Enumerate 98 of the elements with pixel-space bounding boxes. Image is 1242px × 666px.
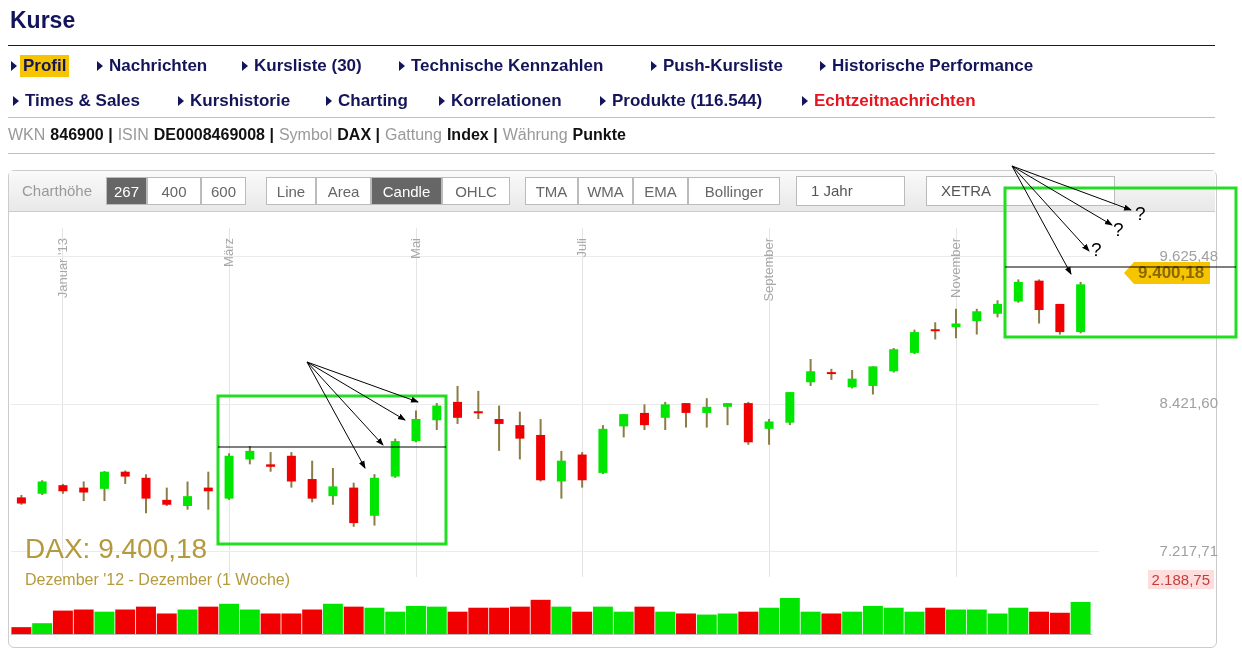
text: ISIN bbox=[117, 126, 149, 144]
candlestick bbox=[79, 480, 89, 503]
candlestick bbox=[162, 486, 172, 507]
text: Index | bbox=[446, 126, 498, 144]
candlestick bbox=[307, 459, 317, 504]
text: Korrelationen bbox=[450, 90, 563, 112]
candlestick bbox=[328, 467, 338, 506]
candlestick bbox=[847, 369, 857, 390]
candlestick bbox=[702, 397, 712, 429]
bar bbox=[177, 609, 198, 634]
text: Historische Performance bbox=[831, 55, 1035, 77]
text: DAX | bbox=[337, 126, 380, 144]
candlestick bbox=[515, 410, 525, 461]
bar bbox=[322, 603, 343, 634]
x-tick-label: November bbox=[947, 237, 963, 298]
candlestick bbox=[681, 402, 691, 429]
text: Line bbox=[266, 177, 316, 205]
text: 2.188,75 bbox=[1147, 570, 1214, 589]
bar bbox=[198, 606, 219, 634]
text: WMA bbox=[578, 177, 633, 205]
bar bbox=[572, 611, 593, 634]
text: 267 bbox=[106, 177, 147, 205]
bar bbox=[551, 606, 572, 634]
bar bbox=[32, 623, 53, 634]
text: Produkte (116.544) bbox=[611, 90, 764, 112]
text: ? bbox=[1113, 219, 1124, 241]
candlestick bbox=[473, 389, 483, 421]
candlestick bbox=[1013, 278, 1023, 304]
text: Charthöhe bbox=[22, 182, 93, 199]
text: OHLC bbox=[442, 177, 510, 205]
bar bbox=[821, 613, 842, 634]
text: Punkte bbox=[572, 126, 626, 144]
candlestick bbox=[619, 413, 629, 439]
x-tick-label: Januar '13 bbox=[54, 238, 70, 299]
y-tick-label: 7.217,71 bbox=[1159, 541, 1218, 559]
annotation: DAX: 9.400,18 bbox=[25, 533, 208, 565]
text: XETRA bbox=[926, 176, 1115, 206]
text: 846900 | bbox=[50, 126, 113, 144]
bar bbox=[343, 606, 364, 634]
candlestick bbox=[723, 402, 733, 427]
text: 9.400,18 bbox=[1124, 262, 1211, 284]
text: WKN bbox=[8, 126, 46, 144]
candlestick bbox=[889, 347, 899, 374]
bar bbox=[738, 611, 759, 634]
bar bbox=[94, 611, 115, 634]
text: 600 bbox=[201, 177, 246, 205]
text: Kursliste (30) bbox=[253, 55, 363, 77]
candlestick bbox=[266, 451, 276, 473]
text: Währung bbox=[502, 126, 568, 144]
text: Times & Sales bbox=[24, 90, 141, 112]
candlestick bbox=[141, 473, 151, 515]
bar bbox=[655, 611, 676, 634]
chart-title: Kurse bbox=[10, 7, 76, 34]
text: Candle bbox=[371, 177, 442, 205]
y-tick-label: 9.625,48 bbox=[1159, 246, 1218, 264]
candlestick bbox=[99, 470, 109, 503]
candlestick bbox=[432, 402, 442, 432]
text: TMA bbox=[525, 177, 578, 205]
y-tick-label: 8.421,60 bbox=[1159, 394, 1218, 412]
text: EMA bbox=[633, 177, 688, 205]
bar bbox=[11, 627, 32, 634]
bar bbox=[676, 613, 696, 634]
text: Kurshistorie bbox=[189, 90, 292, 112]
text: Echtzeitnachrichten bbox=[813, 90, 977, 112]
x-tick-label: März bbox=[220, 238, 236, 267]
text: ? bbox=[1135, 203, 1146, 225]
candlestick bbox=[183, 480, 193, 511]
text: Nachrichten bbox=[108, 55, 209, 77]
text: Push-Kursliste bbox=[662, 55, 784, 77]
text: Bollinger bbox=[688, 177, 780, 205]
annotation: ? bbox=[1091, 239, 1102, 261]
text: Charting bbox=[337, 90, 409, 112]
text: Profil bbox=[20, 55, 70, 77]
candlestick bbox=[453, 384, 463, 425]
bar bbox=[634, 606, 655, 634]
text: Technische Kennzahlen bbox=[410, 55, 605, 77]
candlestick bbox=[639, 403, 649, 432]
text: 1 Jahr bbox=[796, 176, 905, 206]
bar bbox=[925, 607, 946, 634]
candlestick bbox=[806, 358, 816, 387]
text: Symbol bbox=[278, 126, 333, 144]
text: 400 bbox=[147, 177, 201, 205]
candlestick bbox=[972, 307, 982, 336]
candlestick bbox=[556, 449, 566, 500]
candlestick bbox=[868, 365, 878, 396]
text: Area bbox=[316, 177, 371, 205]
text: DE0008469008 | bbox=[153, 126, 274, 144]
candlestick bbox=[909, 328, 919, 356]
text: Gattung bbox=[384, 126, 442, 144]
candlestick bbox=[764, 418, 774, 446]
x-tick-label: September bbox=[760, 237, 776, 302]
candlestick bbox=[411, 409, 421, 444]
x-tick-label: Mai bbox=[407, 237, 423, 259]
candlestick bbox=[660, 400, 670, 432]
x-tick-label: Juli bbox=[573, 237, 589, 258]
bar bbox=[1070, 601, 1091, 634]
candlestick bbox=[494, 404, 504, 452]
annotation: Dezember '12 - Dezember (1 Woche) bbox=[25, 571, 291, 589]
